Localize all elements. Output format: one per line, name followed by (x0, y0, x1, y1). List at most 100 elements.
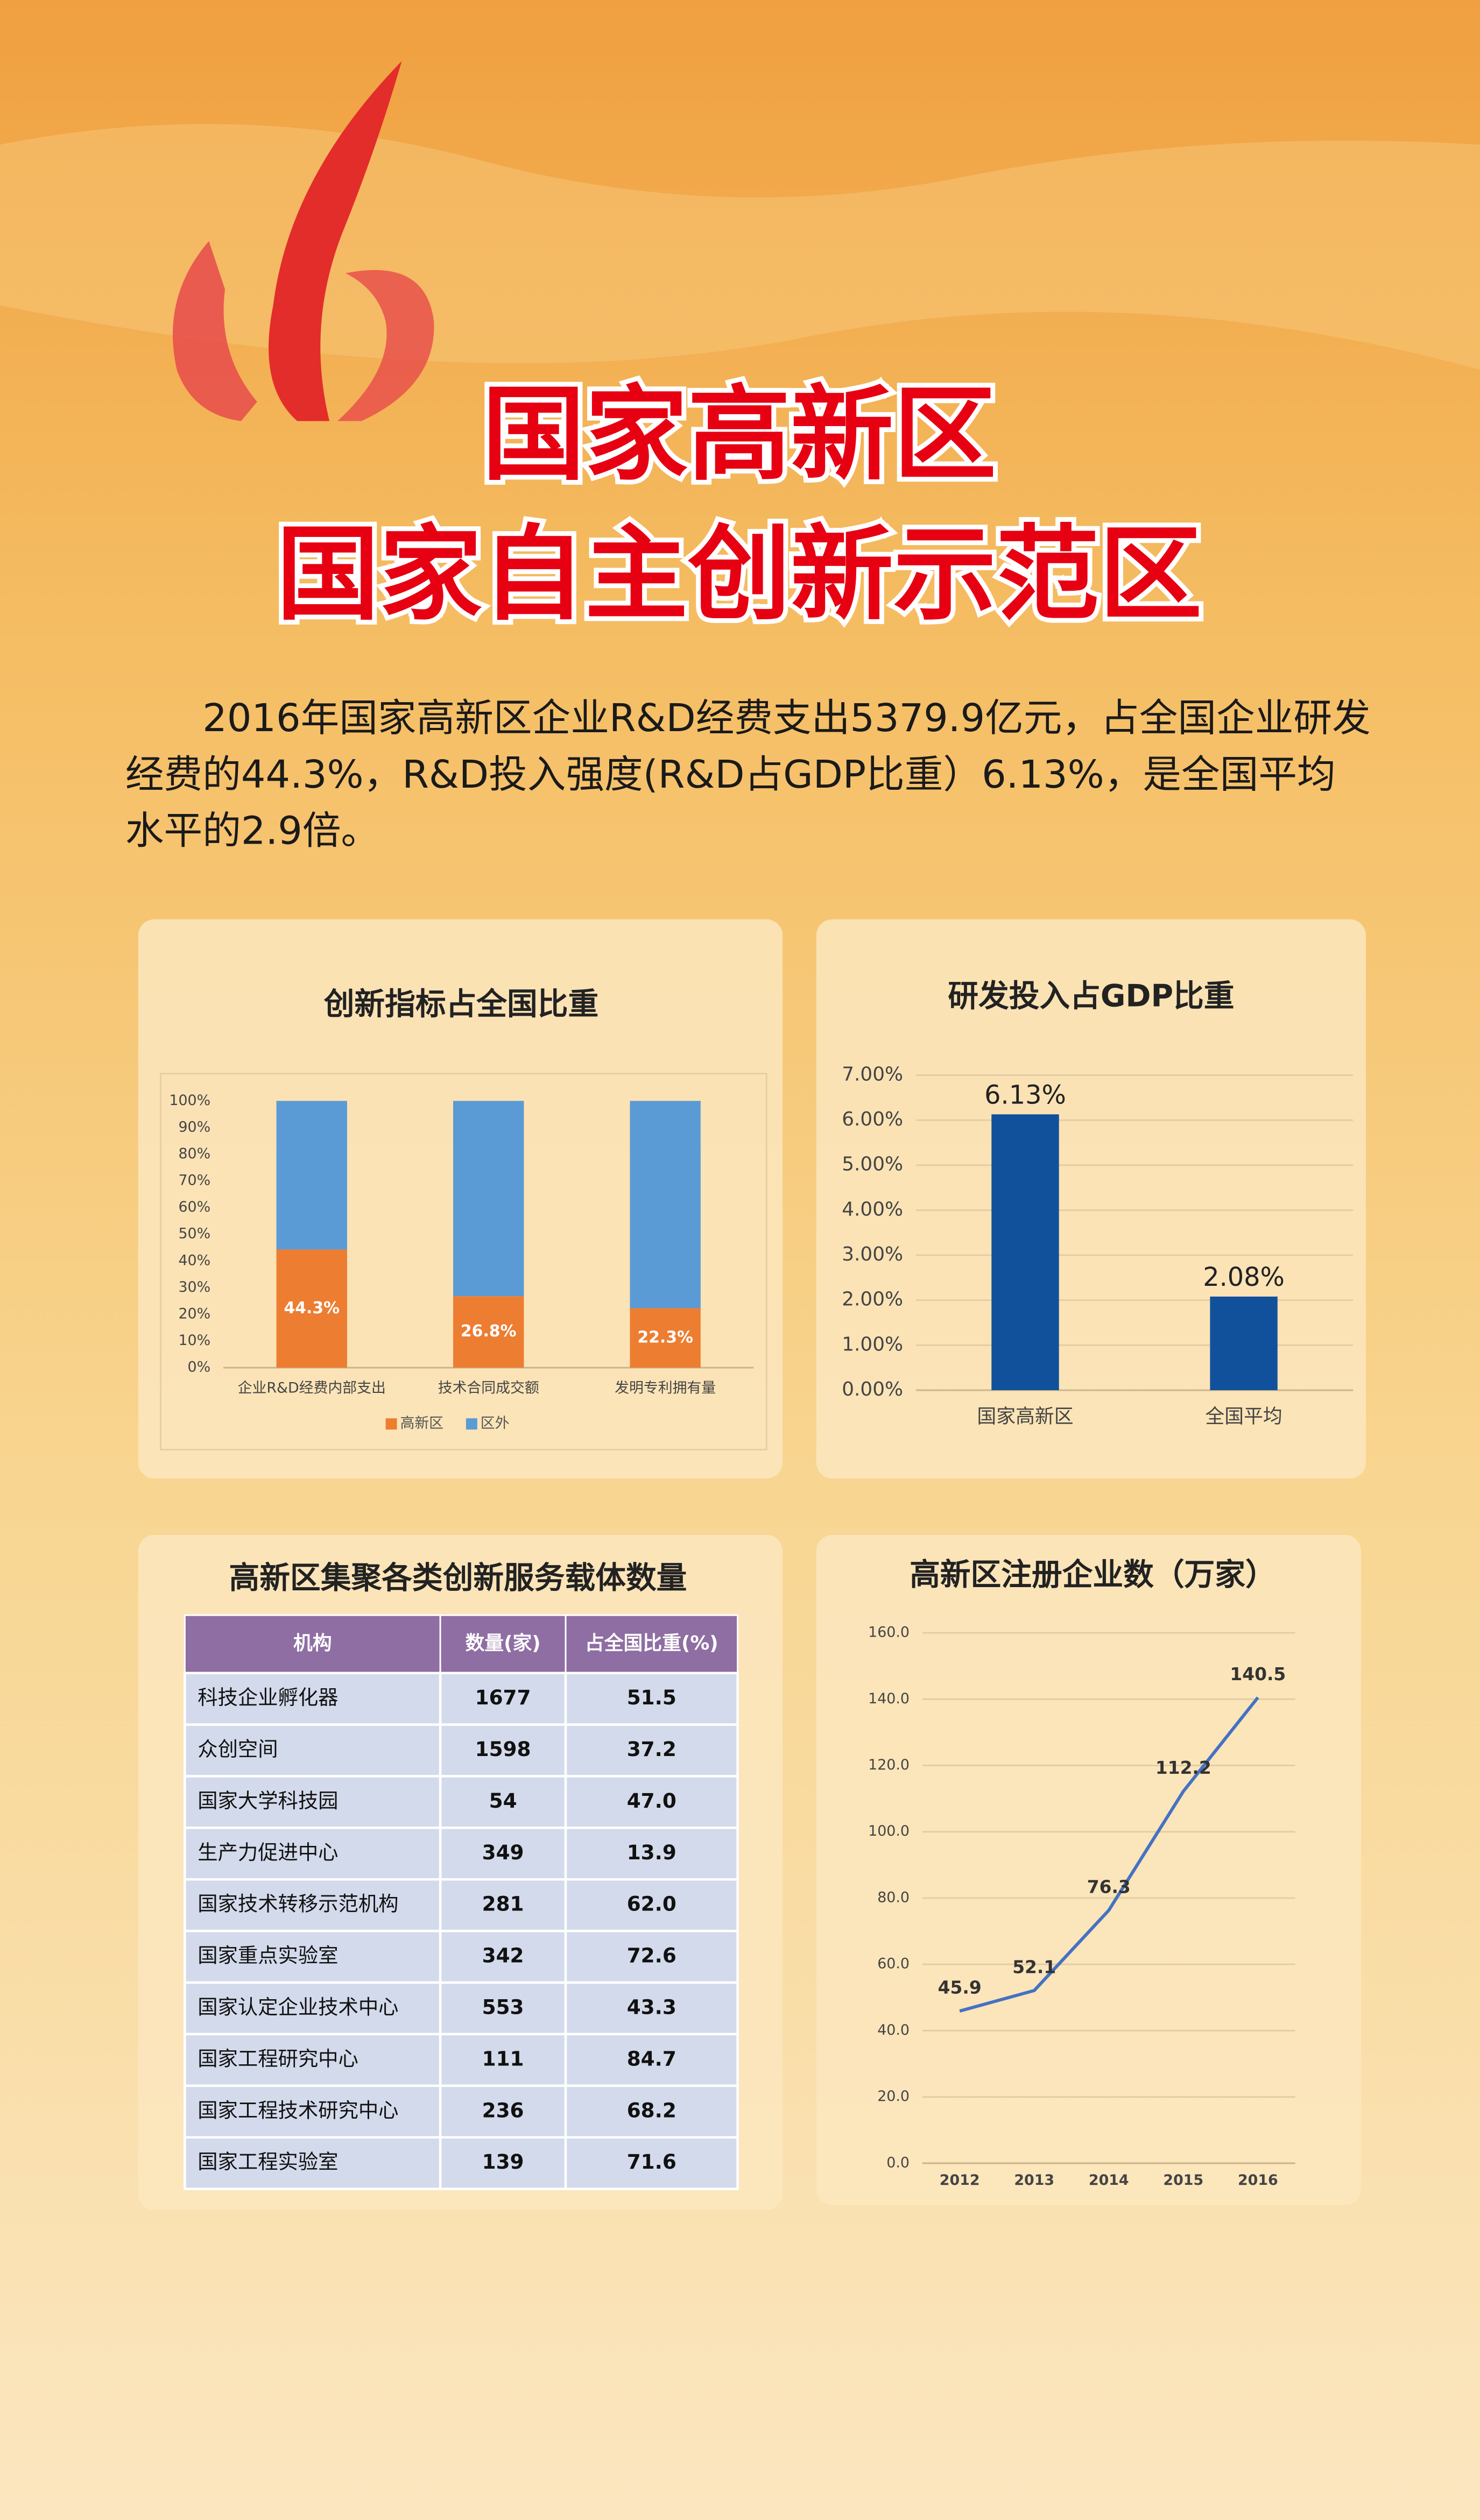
x-tick-label: 全国平均 (1205, 1406, 1282, 1428)
x-tick-label: 2015 (1163, 2172, 1203, 2189)
y-tick-label: 1.00% (842, 1333, 903, 1355)
bar-segment (630, 1101, 701, 1308)
legend-swatch (466, 1418, 477, 1430)
y-tick-label: 30% (178, 1279, 210, 1296)
table-cell (564, 1929, 739, 1984)
bar (991, 1114, 1059, 1390)
table-cell (184, 2033, 442, 2087)
cell-text: 1677 (475, 1686, 531, 1709)
y-tick-label: 120.0 (868, 1757, 910, 1773)
cell-text: 国家工程技术研究中心 (198, 2098, 398, 2122)
y-tick-label: 70% (178, 1172, 210, 1189)
cell-text: 553 (482, 1995, 524, 2019)
y-tick-label: 20.0 (877, 2088, 910, 2105)
header-cell (439, 1614, 567, 1674)
y-tick-label: 5.00% (842, 1153, 903, 1176)
y-tick-label: 20% (178, 1305, 210, 1322)
y-tick-label: 60% (178, 1199, 210, 1215)
chart-title: 创新指标占全国比重 (324, 987, 598, 1022)
x-tick-label: 2012 (940, 2172, 980, 2189)
chart-title: 研发投入占GDP比重 (948, 979, 1234, 1014)
intro-box: 2016年国家高新区企业R&D经费支出5379.9亿元，占全国企业研发经费的44… (125, 696, 1371, 853)
cell-text: 349 (482, 1841, 524, 1864)
cell-text: 国家认定企业技术中心 (198, 1995, 398, 2019)
cell-text: 62.0 (627, 1892, 676, 1916)
table-cell (184, 2084, 442, 2139)
y-tick-label: 0% (188, 1359, 211, 1376)
cell-text: 13.9 (627, 1841, 676, 1864)
x-tick-label: 国家高新区 (977, 1406, 1073, 1428)
legend-label: 高新区 (400, 1415, 443, 1432)
cell-text: 68.2 (627, 2098, 676, 2122)
title-line: 国家自主创新示范区 (277, 515, 1202, 635)
y-tick-label: 10% (178, 1332, 210, 1349)
table-cell (564, 2136, 739, 2190)
y-tick-label: 40% (178, 1252, 210, 1269)
y-tick-label: 40.0 (877, 2022, 910, 2038)
table-cell (439, 2136, 567, 2190)
table-cell (184, 1775, 442, 1829)
table-cell (564, 1981, 739, 2036)
header-text: 占全国比重(%) (585, 1632, 718, 1654)
cell-text: 236 (482, 2098, 524, 2122)
cell-text: 国家工程实验室 (198, 2150, 338, 2174)
table-title: 高新区集聚各类创新服务载体数量 (229, 1560, 687, 1596)
y-tick-label: 4.00% (842, 1198, 903, 1220)
table-cell (564, 1723, 739, 1778)
y-tick-label: 0.00% (842, 1378, 903, 1400)
y-tick-label: 6.00% (842, 1108, 903, 1130)
table-cell (439, 1672, 567, 1726)
cell-text: 54 (489, 1789, 517, 1813)
y-tick-label: 140.0 (868, 1690, 910, 1707)
y-tick-label: 0.0 (886, 2154, 910, 2171)
y-tick-label: 80.0 (877, 1889, 910, 1906)
cell-text: 72.6 (627, 1944, 676, 1967)
bar-segment (276, 1249, 347, 1368)
cell-text: 84.7 (627, 2047, 676, 2070)
x-tick-label: 技术合同成交额 (438, 1379, 539, 1396)
y-tick-label: 100.0 (868, 1823, 910, 1839)
y-tick-label: 2.00% (842, 1289, 903, 1311)
y-tick-label: 50% (178, 1226, 210, 1242)
cell-text: 众创空间 (198, 1737, 278, 1761)
table-cell (439, 1981, 567, 2036)
bar-segment (453, 1101, 524, 1297)
y-tick-label: 160.0 (868, 1624, 910, 1641)
chart-title: 高新区注册企业数（万家） (910, 1557, 1276, 1592)
legend-swatch (385, 1418, 397, 1430)
panel (816, 1534, 1362, 2205)
cell-text: 43.3 (627, 1995, 676, 2019)
table-cell (439, 1723, 567, 1778)
cell-text: 51.5 (627, 1686, 676, 1709)
x-tick-label: 2014 (1089, 2172, 1129, 2189)
x-tick-label: 企业R&D经费内部支出 (238, 1379, 386, 1396)
bar-segment (453, 1296, 524, 1368)
bar-segment (630, 1308, 701, 1368)
y-tick-label: 3.00% (842, 1243, 903, 1265)
table-cell (564, 2084, 739, 2139)
table-cell (564, 1672, 739, 1726)
table-cell (184, 2136, 442, 2190)
value-label: 140.5 (1230, 1664, 1286, 1684)
cell-text: 342 (482, 1944, 524, 1967)
y-tick-label: 100% (169, 1092, 210, 1109)
cell-text: 47.0 (627, 1789, 676, 1813)
y-tick-label: 90% (178, 1119, 210, 1135)
cell-text: 生产力促进中心 (198, 1841, 338, 1864)
header-text: 机构 (293, 1632, 332, 1654)
legend-label: 区外 (481, 1415, 510, 1432)
x-tick-label: 2016 (1238, 2172, 1278, 2189)
mountains (0, 124, 1480, 370)
value-label: 22.3% (637, 1328, 693, 1347)
table-cell (564, 2033, 739, 2087)
value-label: 76.3 (1087, 1877, 1131, 1897)
table-cell (184, 1929, 442, 1984)
cell-text: 国家技术转移示范机构 (198, 1892, 398, 1916)
cell-text: 71.6 (627, 2150, 676, 2174)
header-text: 数量(家) (465, 1632, 540, 1654)
value-label: 45.9 (938, 1978, 982, 1998)
cell-text: 111 (482, 2047, 524, 2070)
line (959, 1696, 1259, 2013)
